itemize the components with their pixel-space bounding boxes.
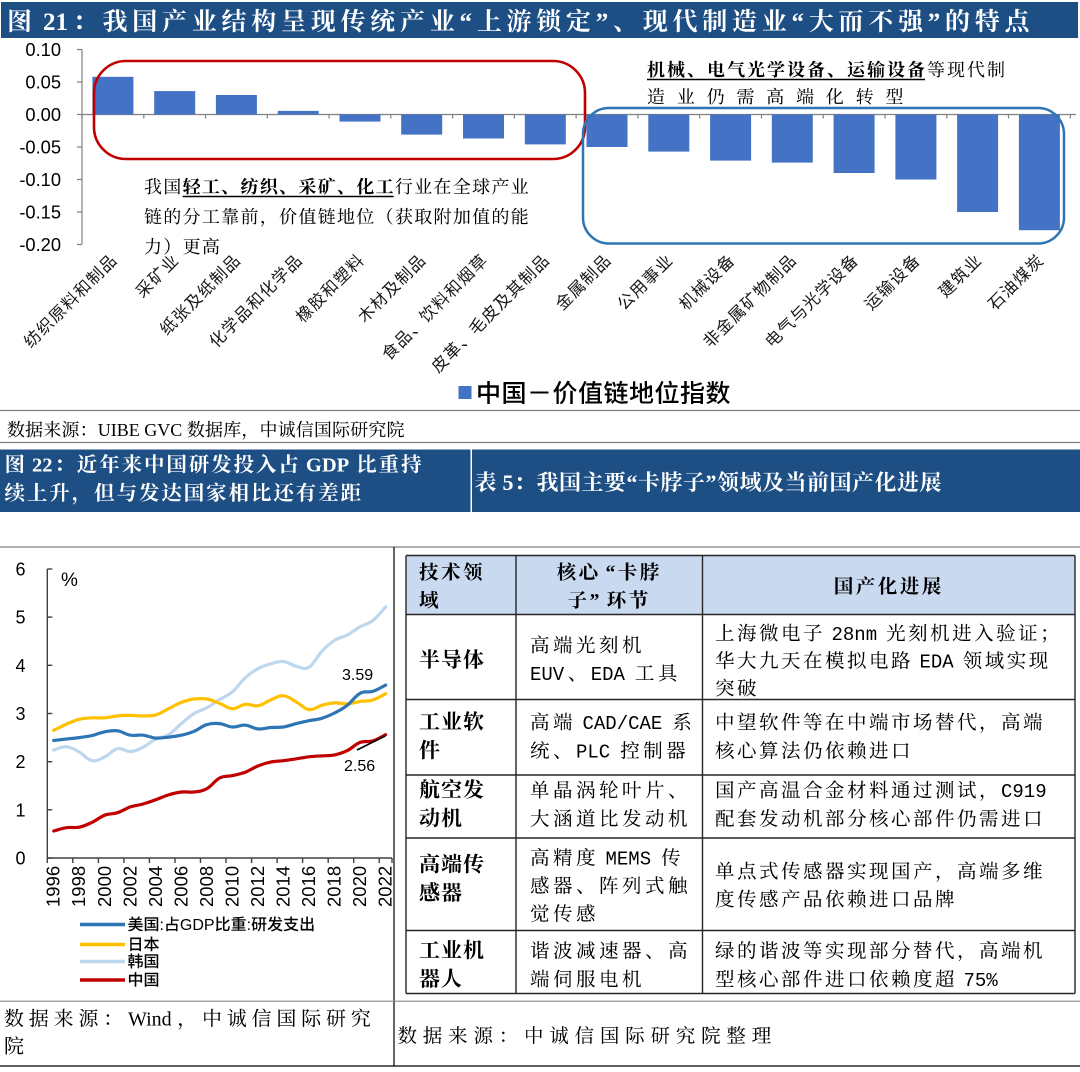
svg-text:0.10: 0.10 [25, 39, 61, 60]
svg-text:1998: 1998 [68, 866, 89, 907]
svg-text:-0.15: -0.15 [19, 202, 61, 223]
svg-text:2018: 2018 [324, 866, 345, 907]
svg-text:2004: 2004 [145, 866, 166, 907]
svg-text:EDA: EDA [591, 664, 626, 686]
svg-text:28nm: 28nm [832, 624, 878, 646]
svg-text:“: “ [460, 9, 473, 36]
svg-text:EDA: EDA [920, 652, 955, 674]
svg-text:-0.10: -0.10 [19, 169, 61, 190]
svg-text:6: 6 [16, 560, 26, 580]
svg-text:-0.05: -0.05 [19, 137, 61, 158]
svg-text::: : [160, 917, 164, 934]
svg-text:”: ” [596, 9, 609, 36]
svg-text:1: 1 [16, 800, 26, 820]
svg-text:2012: 2012 [247, 866, 268, 907]
svg-text:2014: 2014 [273, 866, 294, 907]
svg-text:2: 2 [16, 752, 26, 772]
svg-text:“: “ [627, 470, 638, 495]
svg-text:EUV: EUV [530, 664, 565, 686]
svg-text:”: ” [928, 9, 941, 36]
svg-text:%: % [61, 570, 78, 591]
svg-text:-0.20: -0.20 [19, 234, 61, 255]
svg-text:2020: 2020 [349, 866, 370, 907]
svg-text:2022: 2022 [375, 866, 396, 907]
svg-text:2000: 2000 [94, 866, 115, 907]
svg-text:0.05: 0.05 [25, 72, 61, 93]
svg-text:5: 5 [16, 608, 26, 628]
svg-text:CAD/CAE: CAD/CAE [583, 713, 663, 735]
svg-text:0.00: 0.00 [25, 104, 61, 125]
svg-text:”: ” [706, 470, 717, 495]
svg-text:C919: C919 [1001, 781, 1047, 803]
svg-text::: : [247, 917, 251, 934]
svg-text:GDP: GDP [301, 455, 353, 477]
svg-text:”: ” [590, 591, 605, 612]
svg-text:2010: 2010 [221, 866, 242, 907]
svg-text:UIBE GVC: UIBE GVC [98, 420, 187, 440]
svg-text:Wind: Wind [128, 1009, 172, 1031]
svg-text:“: “ [792, 9, 805, 36]
svg-text:5: 5 [497, 470, 514, 495]
svg-text:2006: 2006 [170, 866, 191, 907]
svg-text:2016: 2016 [298, 866, 319, 907]
svg-text:“: “ [601, 563, 616, 584]
svg-text:2.56: 2.56 [344, 758, 375, 775]
svg-text:3: 3 [16, 704, 26, 724]
svg-text:0: 0 [16, 849, 26, 869]
svg-text:GDP: GDP [180, 917, 215, 934]
svg-text:3.59: 3.59 [342, 667, 373, 684]
svg-text:MEMS: MEMS [606, 849, 652, 871]
svg-text:PLC: PLC [576, 742, 610, 764]
svg-text:75%: 75% [964, 970, 999, 992]
svg-text:22: 22 [27, 455, 53, 477]
svg-text:21: 21 [37, 9, 68, 36]
svg-text:1996: 1996 [43, 866, 64, 907]
svg-text:2008: 2008 [196, 866, 217, 907]
svg-text:4: 4 [16, 656, 26, 676]
svg-text:2002: 2002 [119, 866, 140, 907]
